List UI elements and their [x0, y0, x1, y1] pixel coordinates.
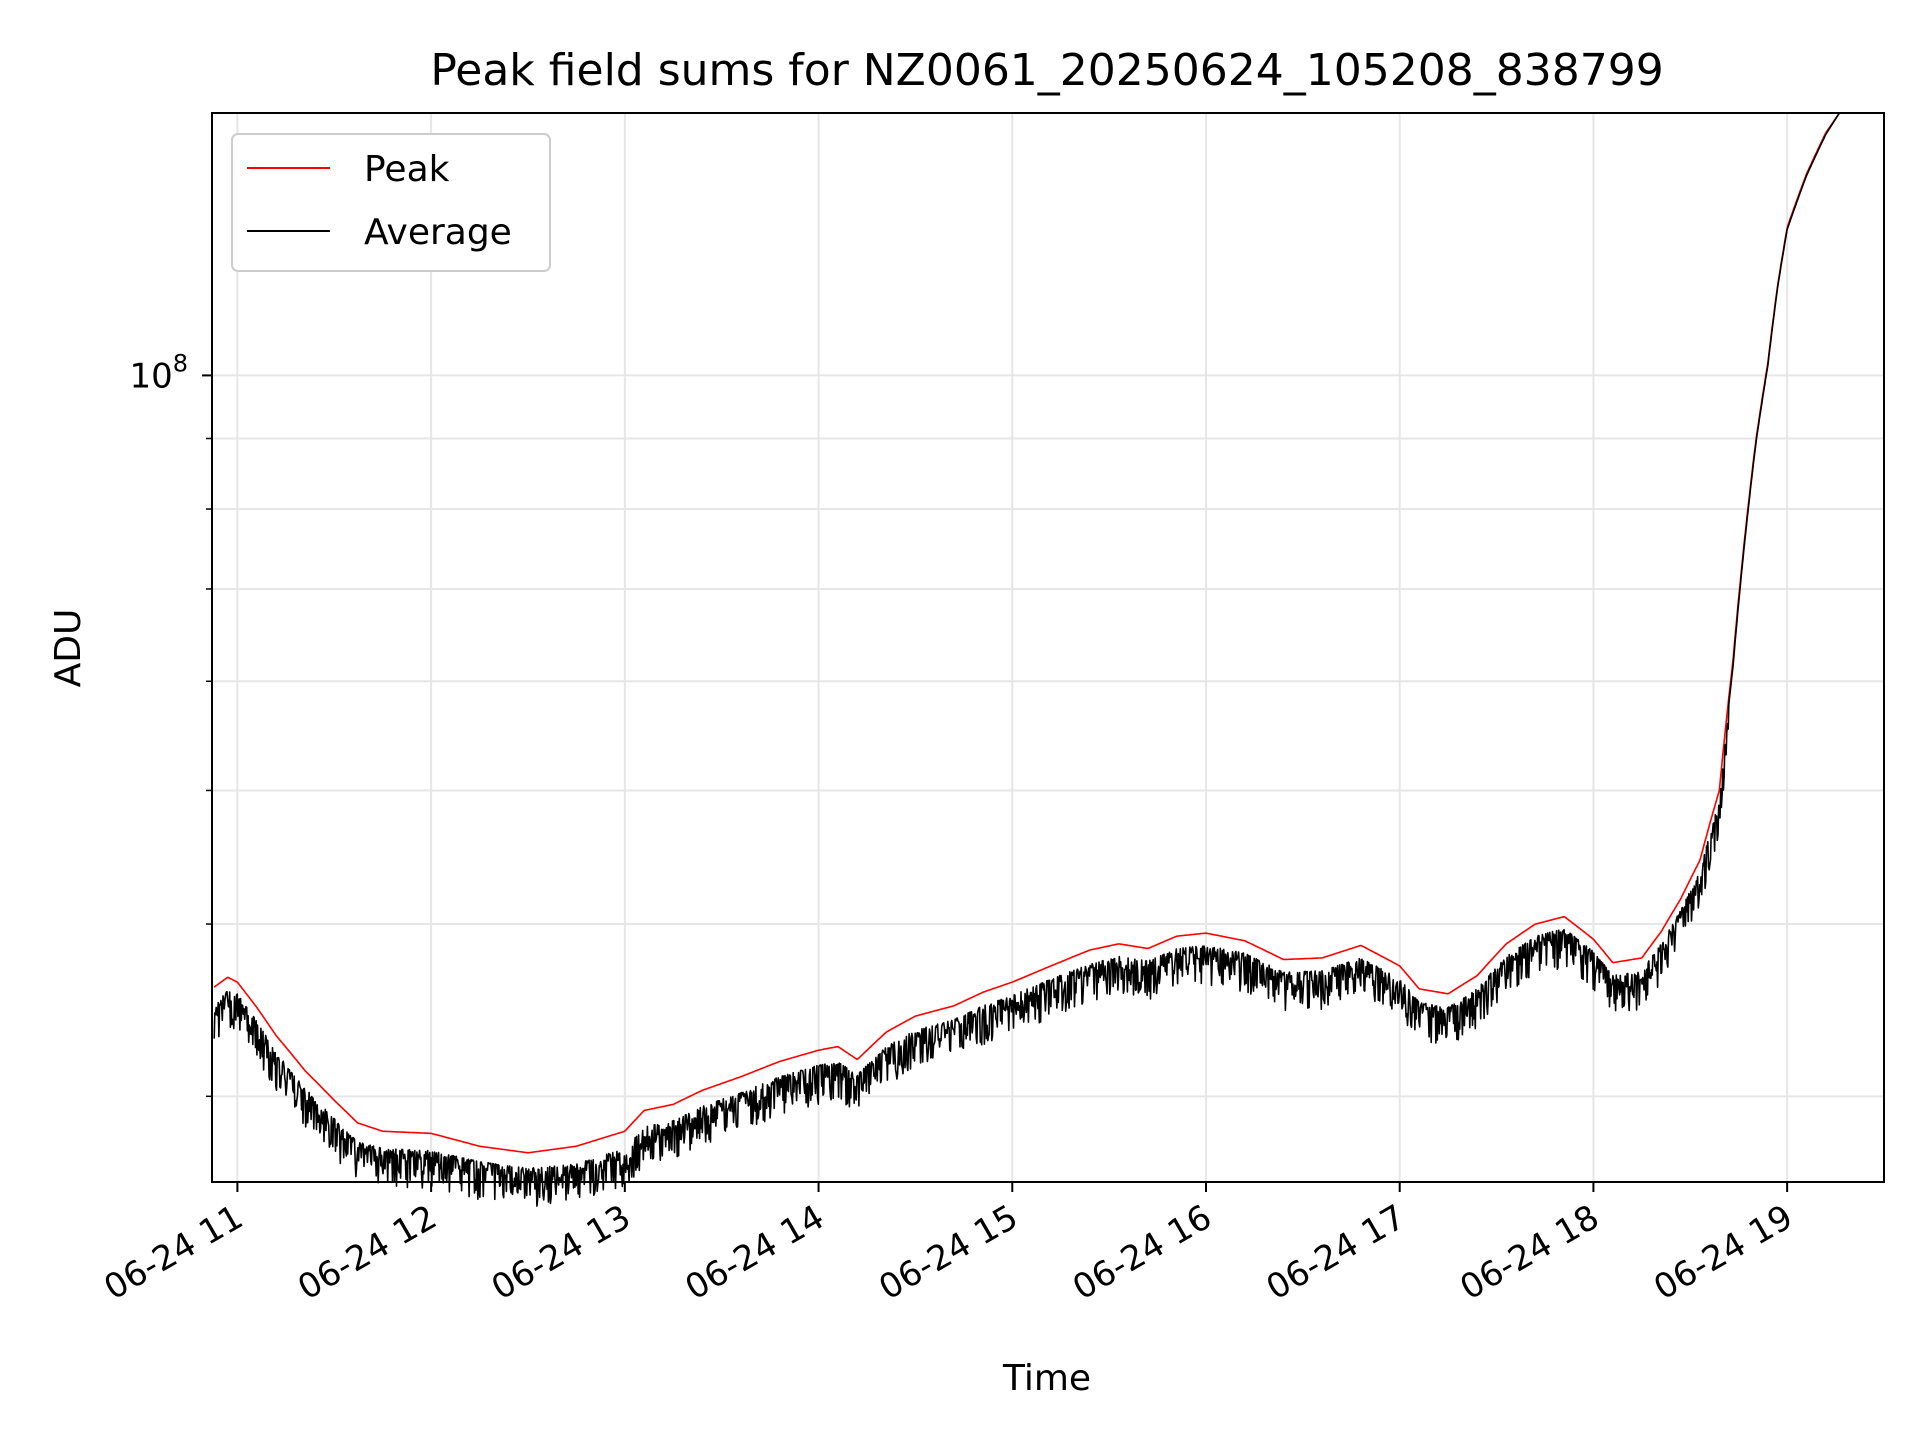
plot-frame	[211, 112, 1885, 1183]
y-axis-label: ADU	[48, 609, 89, 688]
legend: Peak Average	[231, 133, 551, 272]
chart-title: Peak field sums for NZ0061_20250624_1052…	[430, 45, 1663, 96]
series-line-peak	[213, 113, 1840, 1154]
x-axis-label: Time	[1002, 1358, 1091, 1399]
series-line-average	[213, 112, 1841, 1207]
series-layer	[213, 112, 1841, 1207]
y-tick-label-exponent: 8	[173, 349, 188, 377]
legend-label-peak: Peak	[364, 149, 450, 190]
legend-label-average: Average	[364, 212, 512, 253]
grid	[212, 113, 1884, 1182]
